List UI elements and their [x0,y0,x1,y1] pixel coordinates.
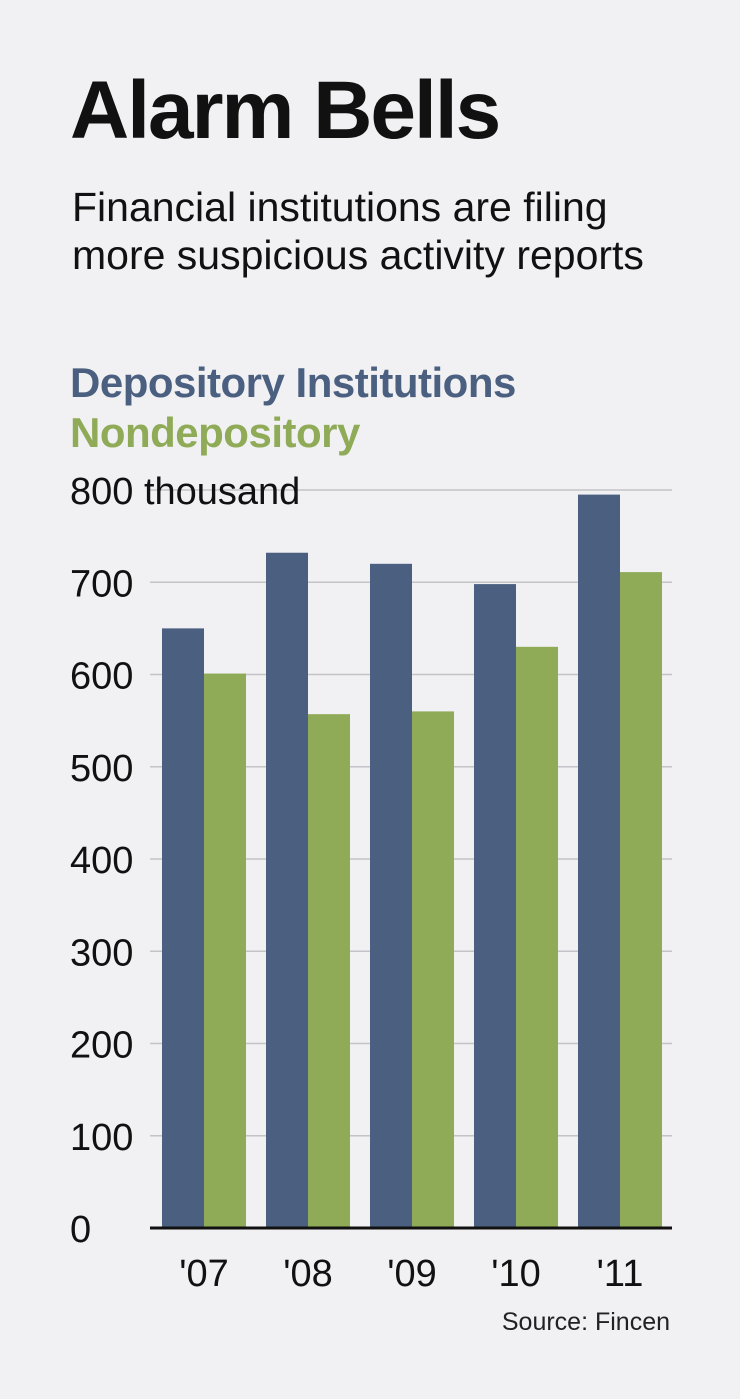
x-tick-label: '08 [283,1253,333,1295]
x-tick-label: '11 [597,1253,644,1295]
y-tick-label: 0 [70,1209,91,1251]
x-tick-label: '10 [491,1253,541,1295]
chart-subtitle: Financial institutions are filing more s… [72,184,644,278]
y-tick-label: 700 [70,563,133,605]
legend-entry-nondepository: Nondepository [70,409,360,456]
chart-title: Alarm Bells [70,65,501,156]
bar-depository [578,494,620,1228]
bar-depository [370,563,412,1228]
y-tick-label: 800 thousand [70,471,300,513]
y-tick-label: 300 [70,932,133,974]
bar-nondepository [620,572,662,1228]
x-tick-label: '07 [179,1253,229,1295]
x-tick-label: '09 [387,1253,437,1295]
y-tick-label: 100 [70,1117,133,1159]
bar-nondepository [412,711,454,1228]
bar-nondepository [516,646,558,1228]
y-tick-label: 500 [70,748,133,790]
bar-depository [266,552,308,1228]
bar-depository [474,584,516,1228]
y-tick-label: 200 [70,1025,133,1067]
source-note: Source: Fincen [501,1308,670,1336]
bar-nondepository [308,714,350,1228]
legend-entry-depository: Depository Institutions [70,359,516,406]
bar-nondepository [204,673,246,1228]
y-tick-label: 600 [70,656,133,698]
y-tick-label: 400 [70,840,133,882]
legend: Depository Institutions Nondepository [70,358,516,458]
bar-depository [162,628,204,1228]
